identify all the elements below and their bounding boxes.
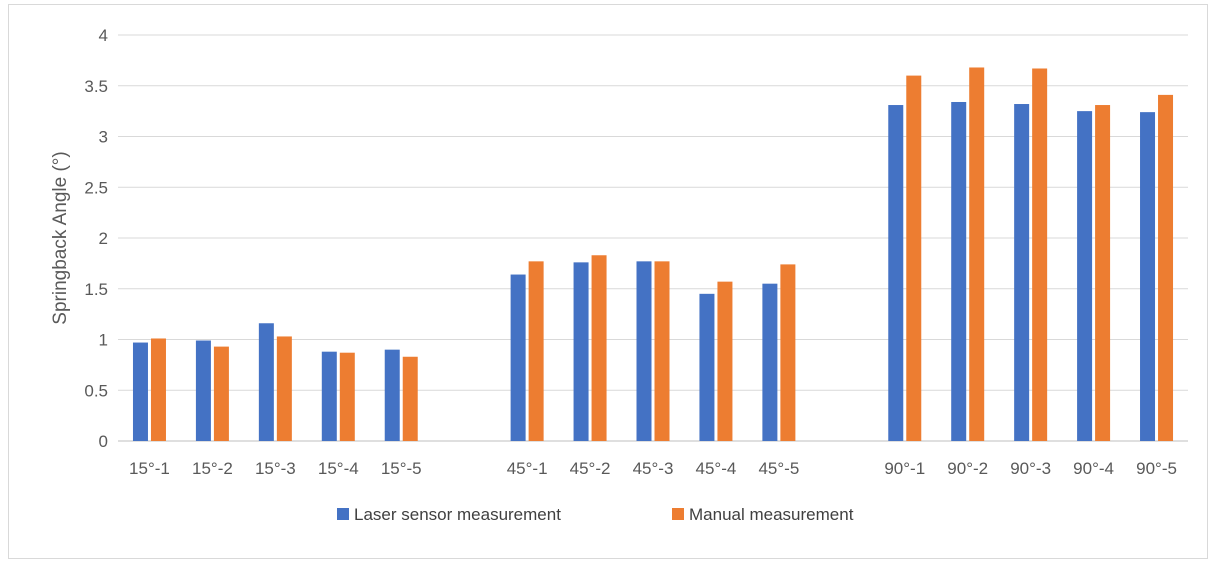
y-tick-label: 1 bbox=[99, 331, 108, 350]
x-tick-label: 45°-4 bbox=[696, 459, 737, 478]
bar-manual bbox=[528, 261, 544, 441]
bar-manual bbox=[906, 75, 922, 441]
bar-laser bbox=[258, 323, 274, 441]
legend-label: Laser sensor measurement bbox=[354, 505, 561, 524]
x-tick-label: 15°-4 bbox=[318, 459, 359, 478]
bar-manual bbox=[591, 255, 607, 441]
x-tick-label: 45°-3 bbox=[633, 459, 674, 478]
legend-swatch bbox=[337, 508, 349, 520]
bar-laser bbox=[888, 105, 904, 441]
y-axis-title: Springback Angle (°) bbox=[50, 151, 71, 324]
bar-laser bbox=[321, 351, 337, 441]
bar-laser bbox=[762, 283, 778, 441]
x-tick-label: 45°-5 bbox=[758, 459, 799, 478]
bar-laser bbox=[132, 342, 148, 441]
legend-label: Manual measurement bbox=[689, 505, 854, 524]
bar-manual bbox=[654, 261, 670, 441]
x-tick-label: 90°-3 bbox=[1010, 459, 1051, 478]
bar-laser bbox=[699, 293, 715, 441]
bar-laser bbox=[384, 349, 400, 441]
x-tick-labels: 15°-1 15°-2 15°-3 15°-4 15°-5 45°-1 45°-2 45°-3… bbox=[129, 459, 1177, 478]
y-tick-label: 4 bbox=[99, 26, 108, 45]
x-tick-label: 90°-5 bbox=[1136, 459, 1177, 478]
bar-manual bbox=[1095, 105, 1111, 441]
bar-manual bbox=[717, 281, 733, 441]
y-tick-label: 3 bbox=[99, 128, 108, 147]
x-tick-label: 45°-1 bbox=[507, 459, 548, 478]
bar-manual bbox=[780, 264, 796, 441]
x-tick-label: 15°-5 bbox=[381, 459, 422, 478]
y-tick-label: 1.5 bbox=[84, 280, 108, 299]
bar-manual bbox=[402, 356, 418, 441]
x-tick-label: 15°-1 bbox=[129, 459, 170, 478]
bars bbox=[132, 67, 1174, 442]
legend-swatch bbox=[672, 508, 684, 520]
y-tick-label: 0 bbox=[99, 432, 108, 451]
x-tick-label: 90°-1 bbox=[884, 459, 925, 478]
bar-laser bbox=[573, 262, 589, 441]
y-tick-label: 3.5 bbox=[84, 77, 108, 96]
bar-laser bbox=[1140, 112, 1156, 441]
y-tick-labels: 0 0.5 1 1.5 2 2.5 3 3.5 4 bbox=[84, 26, 108, 451]
bar-laser bbox=[1014, 104, 1030, 442]
gridlines bbox=[118, 34, 1188, 442]
bar-laser bbox=[1077, 111, 1093, 441]
bar-manual bbox=[213, 346, 229, 441]
x-tick-label: 45°-2 bbox=[570, 459, 611, 478]
bar-manual bbox=[150, 338, 166, 441]
x-tick-label: 90°-2 bbox=[947, 459, 988, 478]
x-tick-label: 15°-2 bbox=[192, 459, 233, 478]
x-tick-label: 15°-3 bbox=[255, 459, 296, 478]
bar-manual bbox=[276, 336, 292, 441]
bar-laser bbox=[951, 101, 967, 442]
bar-manual bbox=[1032, 68, 1048, 442]
legend: Laser sensor measurement Manual measureme… bbox=[337, 505, 854, 524]
bar-manual bbox=[339, 352, 355, 441]
y-tick-label: 2 bbox=[99, 229, 108, 248]
bar-laser bbox=[195, 340, 211, 441]
bar-manual bbox=[969, 67, 985, 441]
bar-laser bbox=[636, 261, 652, 441]
y-tick-label: 0.5 bbox=[84, 381, 108, 400]
y-tick-label: 2.5 bbox=[84, 178, 108, 197]
bar-laser bbox=[510, 274, 526, 441]
x-tick-label: 90°-4 bbox=[1073, 459, 1114, 478]
chart-frame bbox=[8, 4, 1208, 559]
bar-manual bbox=[1158, 94, 1174, 441]
